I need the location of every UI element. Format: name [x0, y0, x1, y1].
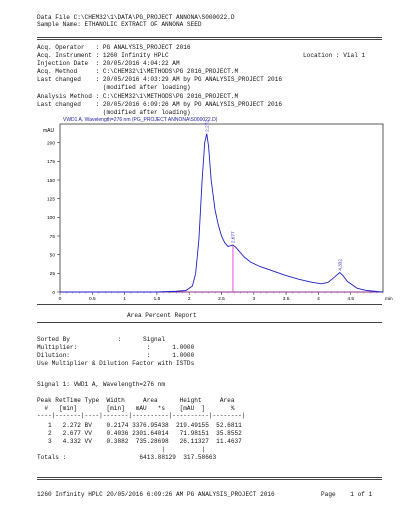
acq-instrument: Acq. Instrument : 1260 Infinity HPLC [37, 52, 169, 59]
x-tick-label: 0 [59, 296, 62, 300]
chromatogram-chart: VWD1 A, Wavelength=276 nm (PG_PROJECT AN… [43, 117, 393, 300]
use-multiplier-note: Use Multiplier & Dilution Factor with IS… [37, 360, 195, 367]
table-row: 3 4.332 VV 0.3882 735.28698 26.11327 11.… [37, 438, 242, 445]
vial-location: Location : Vial 1 [303, 52, 366, 59]
peak-label: 4.332 [337, 259, 342, 271]
acq-operator: Acq. Operator : PG ANALYSIS_PROJECT 2016 [37, 44, 191, 51]
x-tick-label: 2.5 [218, 296, 225, 300]
y-tick-label: 150 [47, 178, 55, 184]
y-tick-label: 200 [47, 140, 55, 146]
peak-table-units: # [min] [min] mAU *s [mAU ] % [37, 405, 235, 412]
analysis-method: Analysis Method : C:\CHEM32\1\METHODS\PG… [37, 93, 239, 100]
modified-note-acq: (modified after loading) [37, 84, 191, 91]
table-row: 1 2.272 BV 0.2174 3376.95438 219.49155 5… [37, 422, 242, 429]
y-axis-label: mAU [43, 128, 55, 134]
divider [37, 477, 382, 480]
injection-date: Injection Date : 20/05/2016 4:04:22 AM [37, 60, 180, 67]
footer-left: 1260 Infinity HPLC 20/05/2016 6:09:26 AM… [37, 491, 275, 498]
x-axis-label: min [385, 296, 393, 300]
x-tick-label: 3.5 [283, 296, 290, 300]
modified-note-analysis: (modified after loading) [37, 109, 191, 116]
y-tick-label: 75 [50, 234, 56, 240]
signal-line: Signal 1: VWD1 A, Wavelength=276 nm [37, 381, 165, 388]
data-file-line: Data File C:\CHEM32\1\DATA\PG_PROJECT AN… [37, 14, 235, 21]
x-tick-label: 0.5 [89, 296, 96, 300]
totals-line: Totals : 6413.88129 317.58663 [37, 454, 217, 461]
x-tick-label: 3 [252, 296, 255, 300]
divider [37, 322, 382, 323]
x-tick-label: 2 [188, 296, 191, 300]
sorted-by: Sorted By : Signal [37, 336, 165, 343]
chromatogram-trace [60, 133, 384, 293]
sample-name-line: Sample Name: ETHANOLIC EXTRACT OF ANNONA… [37, 21, 202, 28]
plot-frame [59, 123, 384, 293]
last-changed-acq: Last changed : 20/05/2016 4:03:29 AM by … [37, 76, 283, 83]
table-row: 2 2.677 VV 0.4036 2301.64014 71.98151 35… [37, 430, 242, 437]
y-tick-label: 50 [50, 252, 56, 258]
y-tick-label: 175 [47, 159, 55, 165]
page-indicator: Page 1 of 1 [321, 491, 373, 498]
report-title: Area Percent Report [127, 312, 197, 319]
peak-table-header: Peak RetTime Type Width Area Height Area [37, 397, 235, 404]
y-tick-label: 125 [47, 196, 55, 202]
multiplier: Multiplier: : 1.0000 [37, 344, 195, 351]
y-tick-label: 0 [52, 290, 55, 296]
totals-separator: | | [37, 446, 206, 453]
acq-method: Acq. Method : C:\CHEM32\1\METHODS\PG 201… [37, 68, 239, 75]
x-tick-label: 1.5 [154, 296, 161, 300]
last-changed-analysis: Last changed : 20/05/2016 6:09:26 AM by … [37, 101, 283, 108]
chart-title: VWD1 A, Wavelength=276 nm (PG_PROJECT AN… [63, 117, 218, 123]
y-tick-label: 100 [47, 215, 55, 221]
peak-table-separator: ----|-------|----|-------|----------|---… [37, 412, 246, 419]
dilution: Dilution: : 1.0000 [37, 352, 195, 359]
peak-label: 2.677 [230, 231, 235, 243]
divider [37, 304, 382, 305]
x-tick-label: 4 [317, 296, 320, 300]
peak-label: 2.272 [204, 120, 209, 132]
x-tick-label: 1 [123, 296, 126, 300]
y-tick-label: 25 [50, 271, 56, 277]
divider [37, 37, 382, 40]
x-tick-label: 4.5 [347, 296, 354, 300]
